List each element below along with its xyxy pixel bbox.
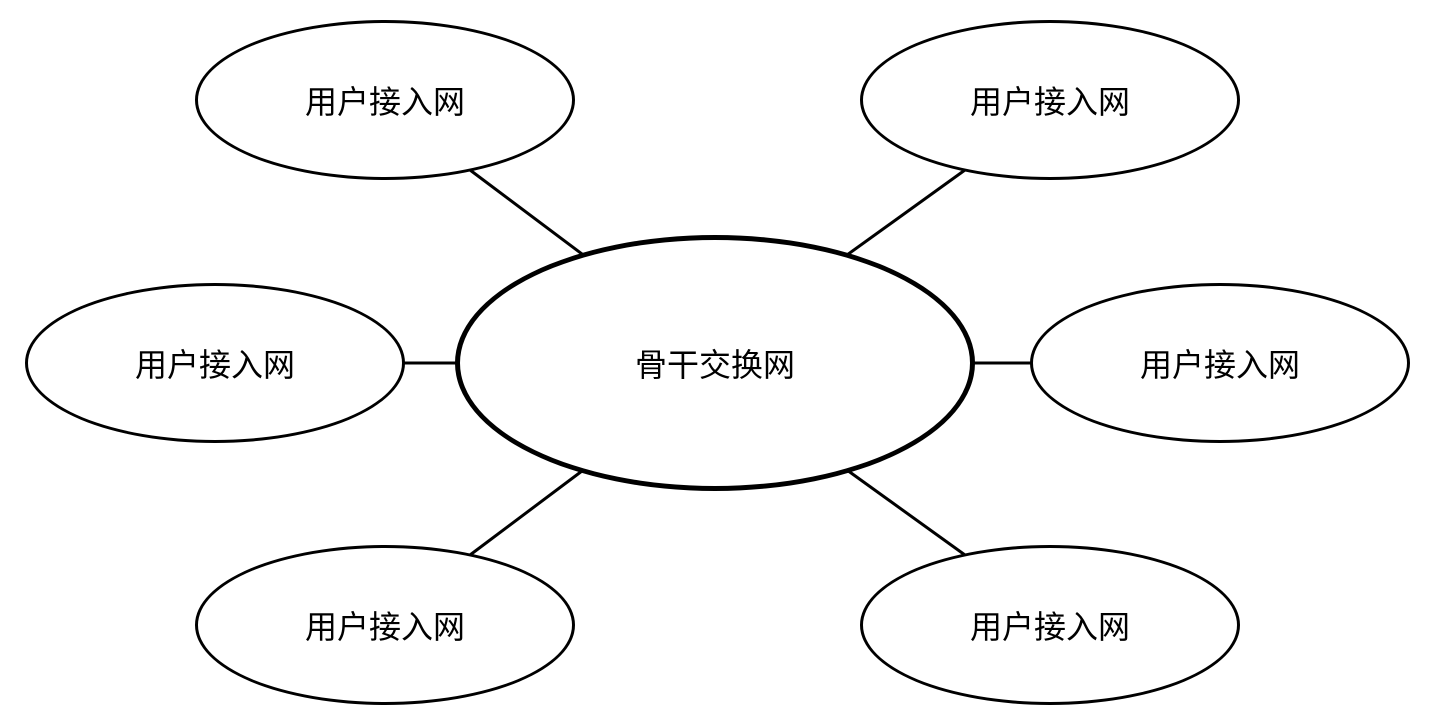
node-label: 用户接入网 bbox=[135, 340, 295, 386]
node-label: 骨干交换网 bbox=[635, 340, 795, 386]
node-node-tl: 用户接入网 bbox=[195, 20, 575, 180]
node-label: 用户接入网 bbox=[305, 602, 465, 648]
edge bbox=[840, 170, 965, 260]
node-node-mr: 用户接入网 bbox=[1030, 283, 1410, 443]
node-label: 用户接入网 bbox=[1140, 340, 1300, 386]
edge bbox=[470, 465, 590, 555]
node-node-ml: 用户接入网 bbox=[25, 283, 405, 443]
edge bbox=[840, 465, 965, 555]
network-diagram: 骨干交换网用户接入网用户接入网用户接入网用户接入网用户接入网用户接入网 bbox=[0, 0, 1431, 727]
node-label: 用户接入网 bbox=[305, 77, 465, 123]
node-center: 骨干交换网 bbox=[455, 235, 975, 491]
node-node-br: 用户接入网 bbox=[860, 545, 1240, 705]
edge bbox=[470, 170, 590, 260]
node-label: 用户接入网 bbox=[970, 77, 1130, 123]
node-node-bl: 用户接入网 bbox=[195, 545, 575, 705]
node-label: 用户接入网 bbox=[970, 602, 1130, 648]
node-node-tr: 用户接入网 bbox=[860, 20, 1240, 180]
